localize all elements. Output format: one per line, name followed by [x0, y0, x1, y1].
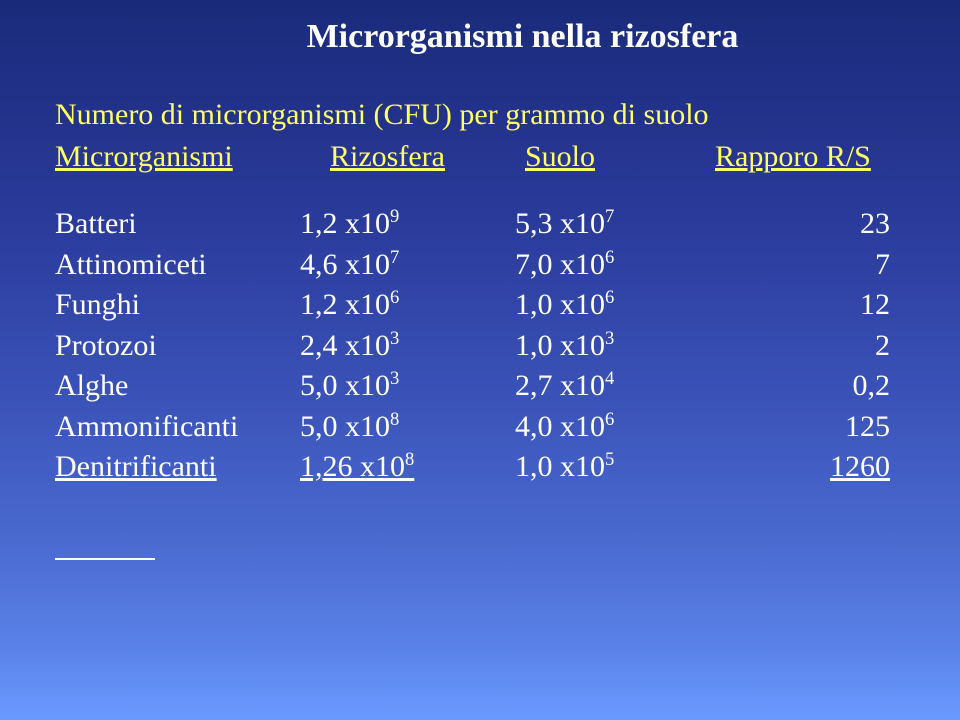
cell-name: Protozoi: [55, 326, 300, 367]
slide-title: Microrganismi nella rizosfera: [125, 18, 920, 56]
cell-rizosfera: 2,4 x103: [300, 326, 515, 367]
cell-ratio: 0,2: [725, 366, 920, 407]
cell-suolo: 1,0 x106: [515, 285, 725, 326]
cell-suolo: 4,0 x106: [515, 407, 725, 448]
table-row: Protozoi2,4 x1031,0 x1032: [55, 326, 920, 367]
cell-name: Alghe: [55, 366, 300, 407]
cell-rizosfera: 1,26 x108: [300, 447, 515, 488]
table-row: Alghe5,0 x1032,7 x1040,2: [55, 366, 920, 407]
footer-underline: [55, 558, 155, 560]
cell-name: Ammonificanti: [55, 407, 300, 448]
cell-name: Attinomiceti: [55, 245, 300, 286]
cell-rizosfera: 4,6 x107: [300, 245, 515, 286]
cell-name: Batteri: [55, 204, 300, 245]
table-row: Attinomiceti4,6 x1077,0 x1067: [55, 245, 920, 286]
header-col-rizosfera: Rizosfera: [330, 140, 525, 174]
cell-rizosfera: 1,2 x106: [300, 285, 515, 326]
slide-subtitle: Numero di microrganismi (CFU) per grammo…: [55, 98, 920, 132]
cell-ratio: 125: [725, 407, 920, 448]
cell-rizosfera: 5,0 x103: [300, 366, 515, 407]
cell-ratio: 2: [725, 326, 920, 367]
cell-suolo: 1,0 x103: [515, 326, 725, 367]
cell-suolo: 5,3 x107: [515, 204, 725, 245]
table-header-row: Microrganismi Rizosfera Suolo Rapporo R/…: [55, 140, 920, 174]
cell-ratio: 7: [725, 245, 920, 286]
cell-ratio: 12: [725, 285, 920, 326]
header-col-rapporto: Rapporo R/S: [715, 140, 920, 174]
table-row: Ammonificanti5,0 x1084,0 x106125: [55, 407, 920, 448]
table-row: Batteri1,2 x1095,3 x10723: [55, 204, 920, 245]
header-col-microrganismi: Microrganismi: [55, 140, 330, 174]
cell-rizosfera: 1,2 x109: [300, 204, 515, 245]
cell-rizosfera: 5,0 x108: [300, 407, 515, 448]
cell-name: Funghi: [55, 285, 300, 326]
cell-ratio: 23: [725, 204, 920, 245]
slide-content: Microrganismi nella rizosfera Numero di …: [0, 0, 960, 560]
cell-suolo: 1,0 x105: [515, 447, 725, 488]
table-row: Denitrificanti1,26 x1081,0 x1051260: [55, 447, 920, 488]
table-row: Funghi1,2 x1061,0 x10612: [55, 285, 920, 326]
header-col-suolo: Suolo: [525, 140, 715, 174]
cell-name: Denitrificanti: [55, 447, 300, 488]
cell-suolo: 7,0 x106: [515, 245, 725, 286]
cell-suolo: 2,7 x104: [515, 366, 725, 407]
cell-ratio: 1260: [725, 447, 920, 488]
table-body: Batteri1,2 x1095,3 x10723Attinomiceti4,6…: [55, 204, 920, 488]
